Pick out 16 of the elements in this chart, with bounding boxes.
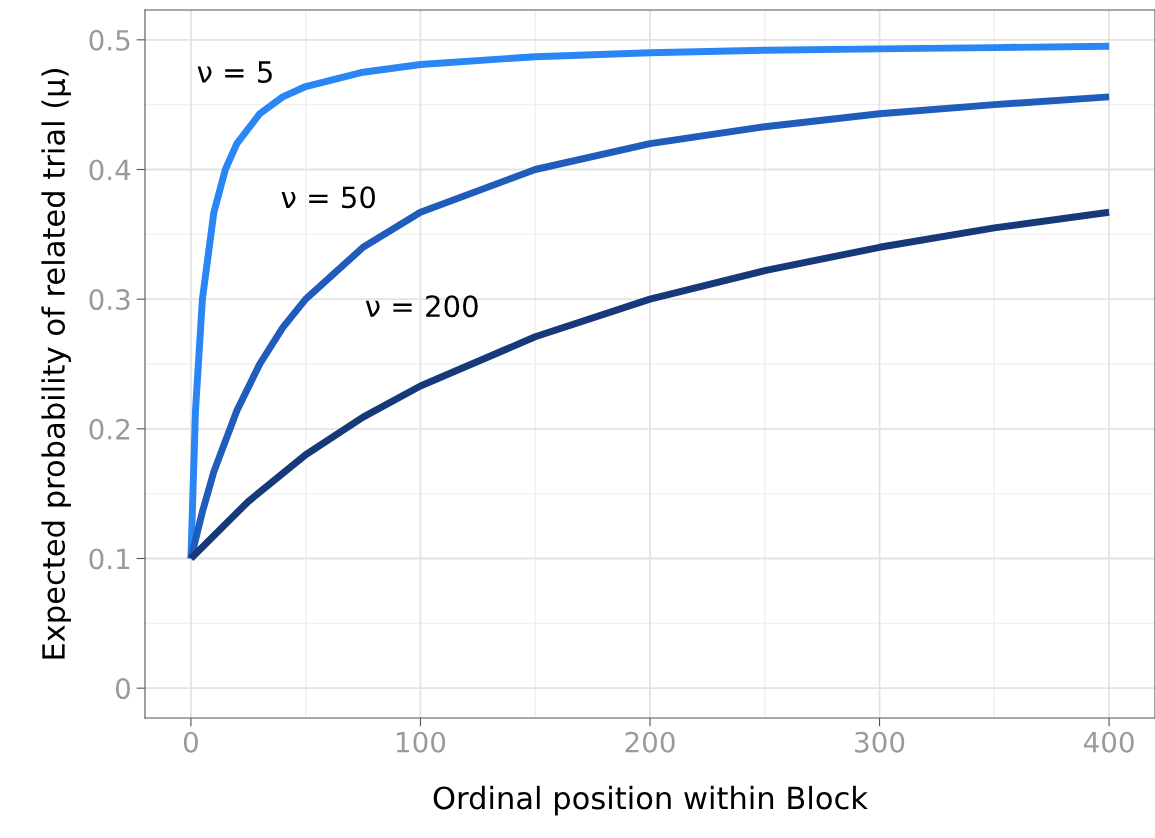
x-tick-label: 300 xyxy=(855,731,905,753)
series-label: ν = 5 xyxy=(197,61,272,83)
series-label: ν = 50 xyxy=(281,186,376,209)
x-tick-label: 200 xyxy=(625,731,675,753)
y-axis-title: Expected probability of related trial (μ) xyxy=(41,69,71,659)
x-tick-label: 400 xyxy=(1083,731,1134,753)
x-tick-label: 100 xyxy=(397,731,446,753)
y-tick-label: 0.4 xyxy=(89,159,131,181)
y-tick-label: 0 xyxy=(115,678,130,700)
y-tick-label: 0.3 xyxy=(89,289,130,311)
x-axis-title: Ordinal position within Block xyxy=(433,785,868,816)
y-tick-label: 0.1 xyxy=(89,548,130,570)
series-label: ν = 200 xyxy=(365,295,478,318)
y-tick-label: 0.2 xyxy=(89,418,130,440)
y-tick-label: 0.5 xyxy=(89,29,130,51)
x-tick-label: 0 xyxy=(183,731,198,753)
